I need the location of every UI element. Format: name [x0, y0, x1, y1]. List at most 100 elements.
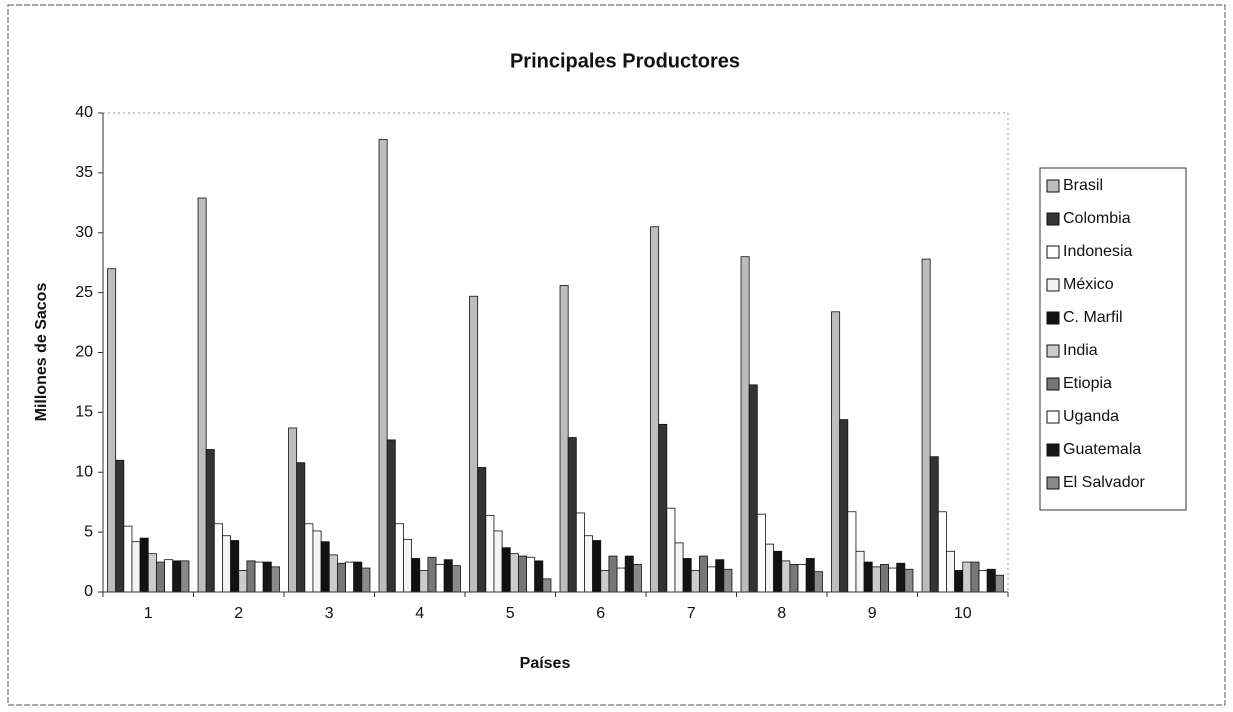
- x-tick-label: 4: [415, 605, 424, 622]
- bar: [879, 564, 889, 593]
- y-tick-label: 25: [75, 284, 93, 301]
- bar: [147, 553, 157, 593]
- bar: [238, 570, 248, 593]
- y-axis-title: Millones de Sacos: [33, 283, 50, 422]
- bar: [797, 564, 807, 593]
- bar: [698, 555, 708, 593]
- bar: [567, 437, 577, 593]
- y-tick-label: 35: [75, 164, 93, 181]
- bar: [139, 537, 149, 593]
- chart-title: Principales Productores: [510, 50, 740, 72]
- bar: [839, 419, 849, 593]
- y-tick-label: 10: [75, 463, 93, 480]
- bar: [222, 535, 232, 593]
- bar: [262, 561, 272, 593]
- bar: [740, 256, 750, 593]
- bar: [230, 540, 240, 593]
- bar: [937, 511, 947, 593]
- bar: [855, 550, 865, 593]
- bar: [378, 138, 388, 593]
- legend-swatch: [1046, 344, 1060, 358]
- bar: [451, 565, 461, 593]
- legend-label: México: [1063, 276, 1114, 293]
- bar: [509, 553, 519, 593]
- y-tick-label: 30: [75, 224, 93, 241]
- bar: [534, 560, 544, 593]
- bar: [493, 530, 503, 593]
- x-tick-label: 1: [144, 605, 153, 622]
- bar: [765, 543, 775, 593]
- bar: [904, 568, 914, 593]
- bar: [296, 462, 306, 593]
- bar: [435, 564, 445, 593]
- bar: [131, 541, 141, 593]
- bar: [813, 571, 823, 593]
- legend-swatch: [1046, 377, 1060, 391]
- bar: [616, 567, 626, 593]
- bar: [682, 558, 692, 593]
- bar: [690, 570, 700, 593]
- bar: [328, 554, 338, 593]
- legend-label: C. Marfil: [1063, 309, 1123, 326]
- x-tick-label: 9: [868, 605, 877, 622]
- bar: [172, 560, 182, 593]
- bar: [954, 570, 964, 593]
- bar: [871, 566, 881, 593]
- bar: [288, 427, 298, 593]
- legend-label: El Salvador: [1063, 474, 1145, 491]
- x-tick-label: 2: [234, 605, 243, 622]
- bar: [805, 558, 815, 593]
- bar: [254, 561, 264, 593]
- bar: [411, 558, 421, 593]
- bar: [394, 523, 404, 593]
- y-tick-label: 40: [75, 104, 93, 121]
- legend-swatch: [1046, 245, 1060, 259]
- bar: [501, 547, 511, 593]
- bar: [485, 514, 495, 593]
- bar: [361, 567, 371, 593]
- bar: [320, 541, 330, 593]
- legend-swatch: [1046, 278, 1060, 292]
- bar: [994, 574, 1004, 593]
- y-tick-label: 20: [75, 344, 93, 361]
- bar: [542, 578, 552, 593]
- bar: [427, 556, 437, 593]
- legend-swatch: [1046, 179, 1060, 193]
- legend-label: Colombia: [1063, 210, 1131, 227]
- y-tick-label: 0: [84, 583, 93, 600]
- x-axis-title: Países: [520, 655, 571, 672]
- y-tick-label: 5: [84, 523, 93, 540]
- legend-swatch: [1046, 443, 1060, 457]
- bar: [304, 523, 314, 593]
- bar: [756, 513, 766, 593]
- bar: [650, 226, 660, 593]
- bar: [921, 258, 931, 593]
- bar: [847, 511, 857, 593]
- legend-label: Brasil: [1063, 177, 1103, 194]
- x-tick-label: 3: [325, 605, 334, 622]
- bar: [386, 439, 396, 593]
- bar: [197, 197, 207, 593]
- bar: [986, 568, 996, 593]
- bar: [592, 540, 602, 593]
- bar: [419, 570, 429, 593]
- bar: [715, 559, 725, 593]
- bar: [773, 550, 783, 593]
- bar: [723, 568, 733, 593]
- bar: [107, 268, 117, 593]
- bar: [896, 562, 906, 593]
- bar: [312, 530, 322, 593]
- bar: [164, 559, 174, 593]
- x-tick-label: 5: [506, 605, 515, 622]
- bar: [517, 555, 527, 593]
- bar: [353, 561, 363, 593]
- bar: [575, 512, 585, 593]
- bar: [123, 525, 133, 593]
- bar: [584, 535, 594, 593]
- bar: [213, 523, 223, 593]
- bar: [658, 423, 668, 593]
- bar: [962, 561, 972, 593]
- legend-label: Etiopia: [1063, 375, 1112, 392]
- legend-box: [1039, 167, 1187, 511]
- bar: [666, 507, 676, 593]
